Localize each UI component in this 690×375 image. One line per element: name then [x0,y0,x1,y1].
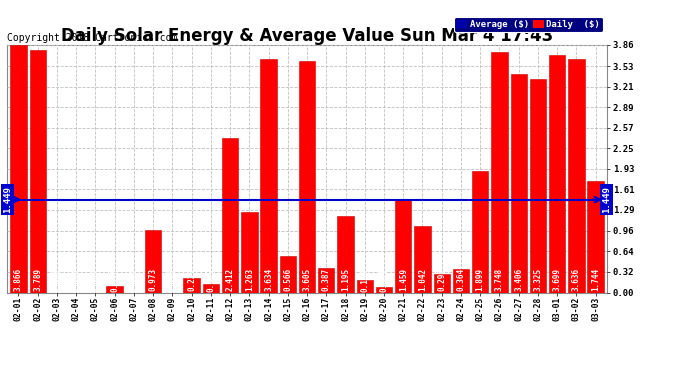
Bar [453,269,469,292]
Text: 0.364: 0.364 [457,268,466,291]
Bar [530,79,546,292]
Bar [299,62,315,292]
Bar [395,199,411,292]
Bar [376,287,392,292]
Bar [587,181,604,292]
Text: Copyright 2018 Cartronics.com: Copyright 2018 Cartronics.com [7,33,177,42]
Text: 1.263: 1.263 [245,268,254,291]
Title: Daily Solar Energy & Average Value Sun Mar 4 17:43: Daily Solar Energy & Average Value Sun M… [61,27,553,45]
Text: 3.699: 3.699 [553,268,562,291]
Bar [318,268,335,292]
Text: 1.459: 1.459 [399,268,408,291]
Bar [279,256,296,292]
Text: 3.605: 3.605 [302,268,312,291]
Text: 3.866: 3.866 [14,268,23,291]
Bar [10,45,27,292]
Bar [357,280,373,292]
Text: 1.195: 1.195 [341,268,350,291]
Text: 3.789: 3.789 [33,268,42,291]
Text: 2.412: 2.412 [226,268,235,291]
Text: 1.744: 1.744 [591,268,600,291]
Bar [433,274,450,292]
Bar [569,59,584,292]
Text: 0.000: 0.000 [168,269,177,292]
Text: 0.566: 0.566 [284,268,293,291]
Text: 0.000: 0.000 [52,269,61,292]
Text: 0.084: 0.084 [380,269,388,292]
Legend: Average ($), Daily  ($): Average ($), Daily ($) [454,17,602,32]
Text: 3.406: 3.406 [514,268,523,291]
Text: 0.387: 0.387 [322,268,331,291]
Text: 0.000: 0.000 [91,269,100,292]
Text: 3.325: 3.325 [533,268,542,291]
Text: 0.188: 0.188 [360,268,369,292]
Bar [414,226,431,292]
Bar [472,171,489,292]
Bar [106,286,123,292]
Bar [222,138,238,292]
Text: 3.748: 3.748 [495,268,504,291]
Text: 0.223: 0.223 [187,268,196,291]
Bar [260,60,277,292]
Bar [491,52,508,292]
Text: 3.636: 3.636 [572,268,581,291]
Text: 1.449: 1.449 [602,186,611,213]
Bar [549,56,565,292]
Text: 3.634: 3.634 [264,268,273,291]
Text: 0.097: 0.097 [110,269,119,292]
Bar [30,50,46,292]
Bar [203,285,219,292]
Bar [511,74,527,292]
Bar [241,211,257,292]
Bar [184,278,200,292]
Text: 0.973: 0.973 [148,268,157,291]
Text: 0.000: 0.000 [72,269,81,292]
Text: 1.899: 1.899 [475,268,484,291]
Text: 1.449: 1.449 [3,186,12,213]
Text: 0.292: 0.292 [437,268,446,291]
Text: 0.000: 0.000 [130,269,139,292]
Bar [337,216,354,292]
Text: 1.042: 1.042 [418,268,427,291]
Bar [145,230,161,292]
Text: 0.125: 0.125 [206,268,215,292]
